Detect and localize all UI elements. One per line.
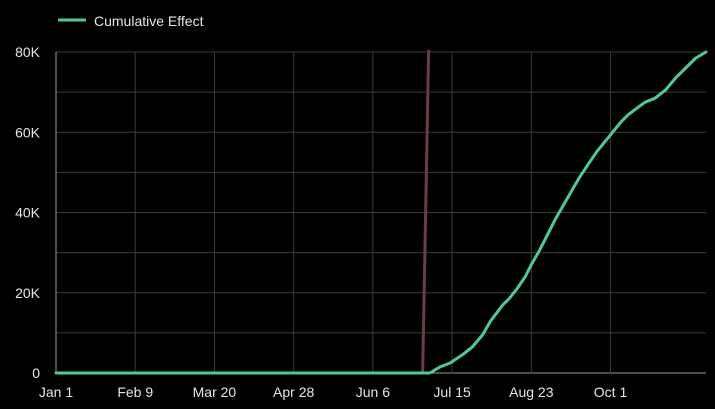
series-line-cumulative-effect [54, 50, 708, 375]
y-tick-label: 60K [15, 124, 41, 140]
x-tick-label: Feb 9 [117, 384, 153, 400]
x-axis-ticks: Jan 1 Feb 9 Mar 20 Apr 28 Jun 6 Jul 15 Aug 23 O… [39, 384, 628, 400]
grid-lines [55, 51, 706, 374]
x-tick-label: Apr 28 [273, 384, 314, 400]
x-tick-label: Jul 15 [433, 384, 471, 400]
y-tick-label: 80K [15, 44, 41, 60]
y-tick-label: 20K [15, 285, 41, 301]
series-group [54, 50, 708, 375]
intervention-line [421, 49, 431, 374]
y-tick-label: 40K [15, 205, 41, 221]
legend-label: Cumulative Effect [94, 13, 204, 29]
x-tick-label: Mar 20 [193, 384, 237, 400]
x-tick-label: Oct 1 [594, 384, 628, 400]
y-axis-ticks: 0 20K 40K 60K 80K [15, 44, 41, 381]
legend: Cumulative Effect [58, 13, 204, 29]
event-marker [421, 49, 431, 374]
x-tick-label: Jan 1 [39, 384, 73, 400]
x-tick-label: Aug 23 [509, 384, 554, 400]
y-tick-label: 0 [32, 365, 40, 381]
x-tick-label: Jun 6 [356, 384, 390, 400]
